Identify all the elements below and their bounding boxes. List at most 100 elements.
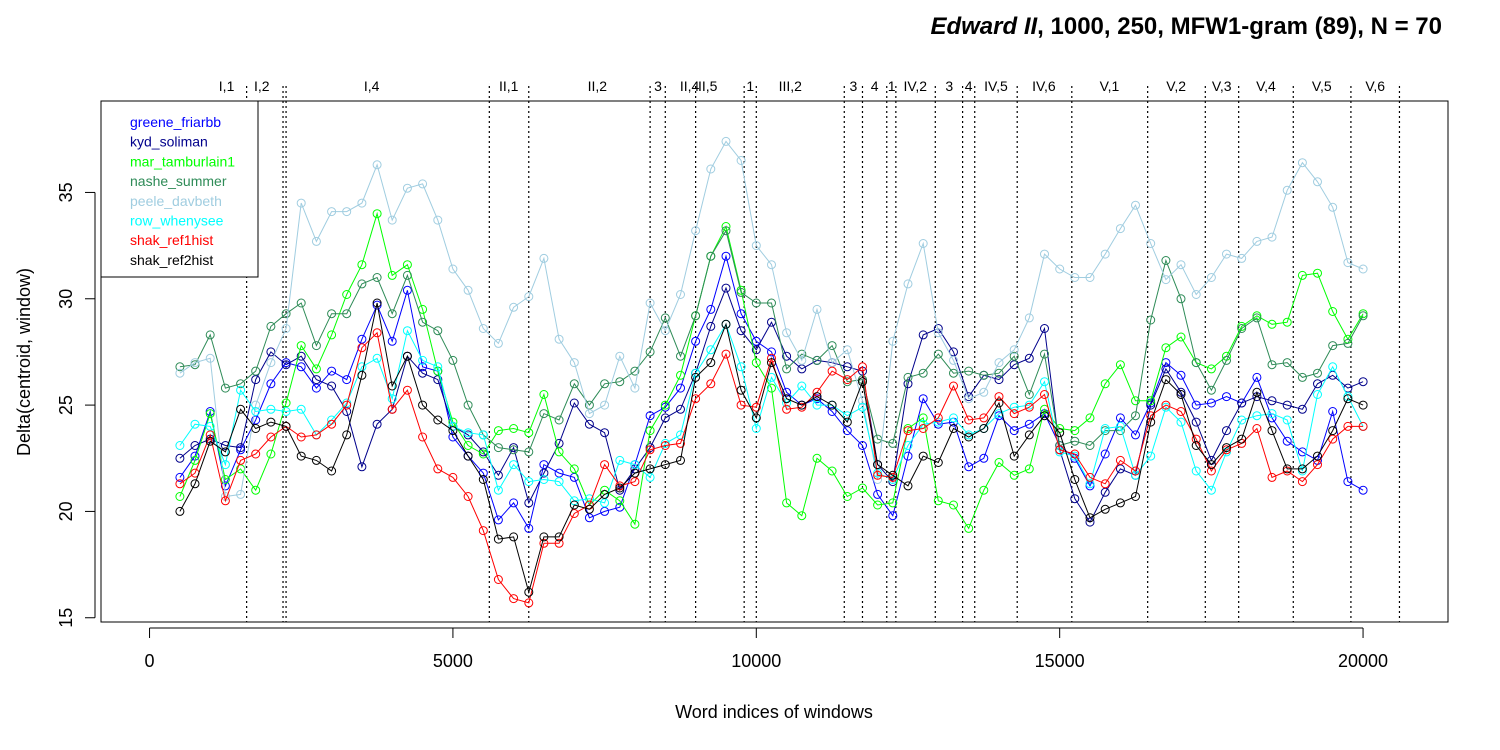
chart-title-rest: , 1000, 250, MFW1-gram (89), N = 70	[1037, 13, 1442, 40]
data-point	[1206, 485, 1216, 495]
data-point	[600, 489, 610, 499]
data-point	[1343, 421, 1353, 431]
data-point	[842, 492, 852, 501]
series-line-nashe_summer	[179, 229, 1364, 453]
data-point	[509, 532, 519, 542]
data-point	[205, 353, 215, 363]
data-point	[994, 398, 1004, 408]
data-point	[827, 407, 837, 416]
data-point	[873, 489, 883, 499]
data-point	[979, 370, 989, 380]
data-point	[827, 341, 837, 351]
data-point	[1191, 290, 1201, 299]
data-point	[296, 404, 306, 414]
data-point	[979, 424, 989, 433]
data-point	[372, 353, 382, 363]
data-point	[205, 436, 215, 446]
data-point	[220, 447, 230, 457]
data-point	[706, 358, 716, 368]
chart-title: Edward II, 1000, 250, MFW1-gram (89), N …	[930, 13, 1442, 40]
data-point	[251, 485, 261, 495]
data-point	[751, 298, 761, 308]
data-point	[524, 598, 534, 608]
data-point	[706, 379, 716, 389]
data-point	[357, 260, 367, 270]
data-point	[357, 370, 367, 380]
data-point	[1115, 224, 1125, 234]
scene-label-24: V,6	[1365, 78, 1385, 94]
data-point	[524, 477, 534, 487]
data-point	[1176, 417, 1186, 427]
scene-label-7: II,4	[680, 78, 700, 94]
data-point	[888, 511, 898, 521]
data-point	[751, 413, 761, 423]
data-point	[676, 370, 685, 380]
data-point	[1358, 264, 1368, 274]
data-point	[1040, 249, 1049, 259]
data-point	[782, 394, 792, 404]
data-point	[402, 260, 412, 270]
data-point	[311, 236, 321, 246]
data-point	[842, 375, 852, 385]
data-point	[342, 290, 352, 299]
data-point	[463, 492, 473, 501]
data-point	[220, 460, 230, 470]
data-point	[1282, 185, 1292, 195]
data-point	[691, 226, 701, 236]
data-point	[721, 283, 731, 293]
data-point	[767, 383, 776, 393]
data-point	[387, 404, 397, 414]
data-point	[1191, 434, 1201, 444]
data-point	[509, 302, 519, 312]
data-point	[918, 239, 928, 248]
data-point	[1222, 392, 1231, 402]
data-point	[797, 511, 807, 521]
data-point	[979, 453, 989, 463]
data-point	[918, 368, 928, 378]
data-point	[1191, 400, 1201, 410]
data-point	[1040, 324, 1049, 333]
data-point	[782, 387, 792, 397]
data-point	[903, 379, 913, 389]
legend-entry-kyd_soliman: kyd_soliman	[130, 134, 208, 150]
data-point	[509, 594, 519, 604]
data-point	[387, 394, 397, 404]
series-line-kyd_soliman	[179, 286, 1364, 524]
data-point	[721, 226, 731, 236]
data-point	[645, 426, 655, 436]
data-point	[1267, 426, 1277, 436]
data-point	[236, 404, 246, 414]
data-point	[858, 402, 867, 412]
data-point	[175, 479, 185, 489]
data-point	[615, 377, 625, 387]
data-point	[767, 358, 776, 368]
data-point	[721, 251, 731, 261]
data-point	[1252, 313, 1262, 323]
data-point	[949, 381, 958, 391]
data-point	[463, 441, 473, 450]
data-point	[645, 445, 655, 455]
data-point	[903, 426, 913, 436]
data-point	[584, 504, 594, 514]
data-point	[1237, 415, 1247, 425]
data-point	[782, 498, 792, 508]
data-point	[1115, 498, 1125, 508]
data-point	[1282, 358, 1292, 368]
data-point	[418, 179, 428, 189]
data-point	[554, 415, 564, 425]
data-point	[676, 404, 685, 414]
data-point	[600, 460, 610, 470]
data-point	[251, 366, 261, 376]
data-point	[1100, 249, 1110, 259]
data-point	[964, 523, 974, 533]
data-point	[402, 285, 412, 295]
data-point	[236, 455, 246, 465]
data-point	[463, 400, 473, 410]
data-point	[842, 345, 852, 355]
data-point	[220, 481, 230, 491]
data-point	[1115, 360, 1125, 370]
data-point	[402, 183, 412, 193]
data-point	[645, 464, 655, 474]
data-point	[873, 460, 883, 470]
data-point	[1085, 479, 1095, 489]
